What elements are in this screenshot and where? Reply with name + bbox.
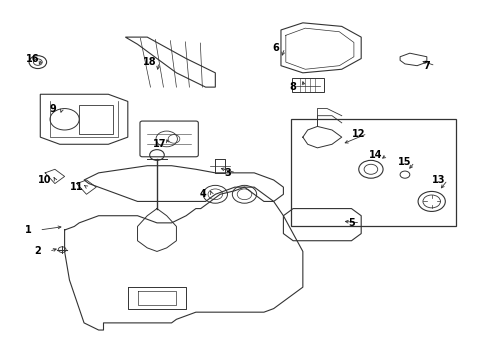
- Text: 1: 1: [25, 225, 31, 235]
- Text: 7: 7: [423, 61, 429, 71]
- Text: 10: 10: [39, 175, 52, 185]
- Text: 16: 16: [26, 54, 40, 64]
- Text: 15: 15: [397, 157, 411, 167]
- Text: 4: 4: [200, 189, 206, 199]
- Text: 14: 14: [368, 150, 382, 160]
- Text: 9: 9: [49, 104, 56, 113]
- Text: 13: 13: [431, 175, 445, 185]
- Bar: [291, 78, 323, 93]
- Bar: [290, 119, 455, 226]
- Text: 6: 6: [272, 43, 279, 53]
- Bar: [79, 105, 113, 134]
- Text: 17: 17: [152, 139, 166, 149]
- Text: 3: 3: [224, 168, 230, 178]
- Text: 8: 8: [289, 82, 296, 92]
- Text: 18: 18: [142, 57, 156, 67]
- Text: 12: 12: [351, 129, 365, 139]
- Text: 11: 11: [70, 182, 83, 192]
- Text: 2: 2: [35, 247, 41, 256]
- Text: 5: 5: [347, 218, 354, 228]
